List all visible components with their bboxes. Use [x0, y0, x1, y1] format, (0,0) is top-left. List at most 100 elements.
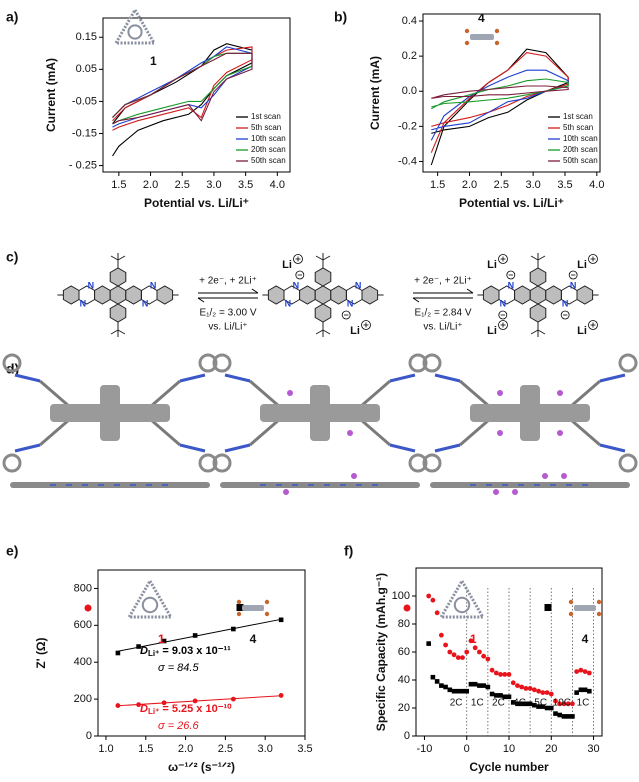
ring	[618, 353, 638, 373]
data-point	[451, 652, 457, 658]
rate-label: 2C	[492, 698, 505, 709]
lithium	[347, 430, 353, 436]
charge	[361, 320, 371, 330]
bond	[315, 329, 324, 335]
legend-label: 20th scan	[563, 145, 598, 154]
legend-label: 10th scan	[251, 134, 286, 143]
ring	[529, 303, 547, 323]
arm	[359, 417, 391, 447]
data-point	[468, 681, 474, 687]
data-point	[455, 688, 461, 694]
lithium	[557, 430, 563, 436]
data-point	[578, 667, 584, 673]
x-tick-label: 3.0	[258, 743, 273, 755]
data-point	[447, 687, 453, 693]
data-point	[557, 701, 563, 707]
ring	[198, 353, 218, 373]
data-point	[460, 688, 465, 694]
legend-marker	[403, 604, 411, 612]
ring	[109, 303, 127, 323]
data-point	[582, 687, 588, 693]
x-tick-label: 3.0	[525, 179, 540, 191]
side-view	[10, 482, 210, 488]
molecule-atom	[464, 40, 470, 46]
atom-label: N	[285, 298, 292, 308]
molecule-bond	[133, 9, 156, 44]
arm	[569, 379, 601, 409]
plot-frame	[102, 17, 291, 173]
panel-label: a)	[6, 9, 18, 25]
ring	[408, 453, 428, 473]
x-tick-label: 1.0	[98, 743, 113, 755]
x-axis-title: Potential vs. Li/Li⁺	[144, 196, 249, 210]
y-axis-title: Z' (Ω)	[34, 637, 48, 668]
legend-label: 1st scan	[251, 112, 281, 121]
data-point	[489, 691, 495, 697]
cv-curve	[112, 52, 253, 125]
x-axis-title: Cycle number	[469, 760, 549, 774]
rate-label: 10C	[553, 698, 571, 709]
panel-label: b)	[334, 9, 347, 25]
arm	[39, 417, 71, 447]
data-point	[498, 672, 503, 677]
core-top	[520, 385, 540, 441]
data-point	[510, 680, 516, 686]
arm	[179, 373, 206, 383]
data-point	[531, 687, 537, 693]
data-point	[434, 679, 440, 684]
annotation: DLi⁺ = 5.25 x 10⁻¹⁰	[140, 703, 232, 716]
panel-label: f)	[344, 543, 353, 559]
lithium	[561, 473, 567, 479]
atom-label: N	[355, 280, 362, 290]
ring	[330, 285, 347, 305]
cation-label: Li	[487, 259, 497, 271]
x-tick-label: 1.5	[111, 179, 126, 191]
charge	[295, 270, 305, 280]
molecule-atom	[236, 599, 242, 605]
data-point	[587, 688, 592, 694]
y-tick-label: 0.0	[402, 85, 417, 97]
data-point	[493, 670, 499, 676]
arm	[224, 373, 251, 383]
ring	[618, 453, 638, 473]
arm	[249, 379, 281, 409]
data-point	[565, 714, 571, 719]
lithium	[497, 390, 503, 396]
annotation-subscript: Li⁺	[148, 707, 159, 716]
data-point	[447, 649, 453, 655]
arm	[599, 443, 626, 453]
panel-label: e)	[6, 543, 18, 559]
data-point	[561, 701, 567, 707]
data-point	[460, 655, 465, 660]
atom-label: N	[150, 280, 157, 290]
cv-curve	[112, 52, 253, 125]
annotation: DLi⁺ = 9.03 x 10⁻¹¹	[140, 645, 231, 658]
bond	[117, 255, 126, 261]
ring	[2, 453, 22, 473]
atom-label: N	[500, 298, 507, 308]
arm	[434, 373, 461, 383]
atom-label: N	[80, 298, 87, 308]
cation-label: Li	[487, 325, 497, 337]
y-tick-label: 400	[74, 656, 92, 668]
data-point	[586, 670, 592, 676]
molecule-atom	[464, 28, 470, 34]
fit-line	[117, 695, 282, 707]
charge	[498, 254, 508, 264]
charge	[293, 254, 303, 264]
data-point	[540, 704, 546, 709]
bond	[322, 329, 331, 335]
y-tick-label: 0.15	[76, 31, 97, 43]
step-reference: vs. Li/Li⁺	[208, 322, 247, 333]
charge	[560, 310, 570, 320]
data-point	[565, 701, 571, 707]
data-point	[439, 683, 444, 688]
data-point	[278, 693, 284, 698]
data-point	[515, 701, 520, 707]
bond	[537, 329, 546, 335]
step-reference: vs. Li/Li⁺	[423, 322, 462, 333]
x-tick-label: 2.5	[175, 179, 190, 191]
data-point	[548, 691, 554, 697]
cation-label: Li	[577, 325, 587, 337]
charge	[568, 270, 578, 280]
